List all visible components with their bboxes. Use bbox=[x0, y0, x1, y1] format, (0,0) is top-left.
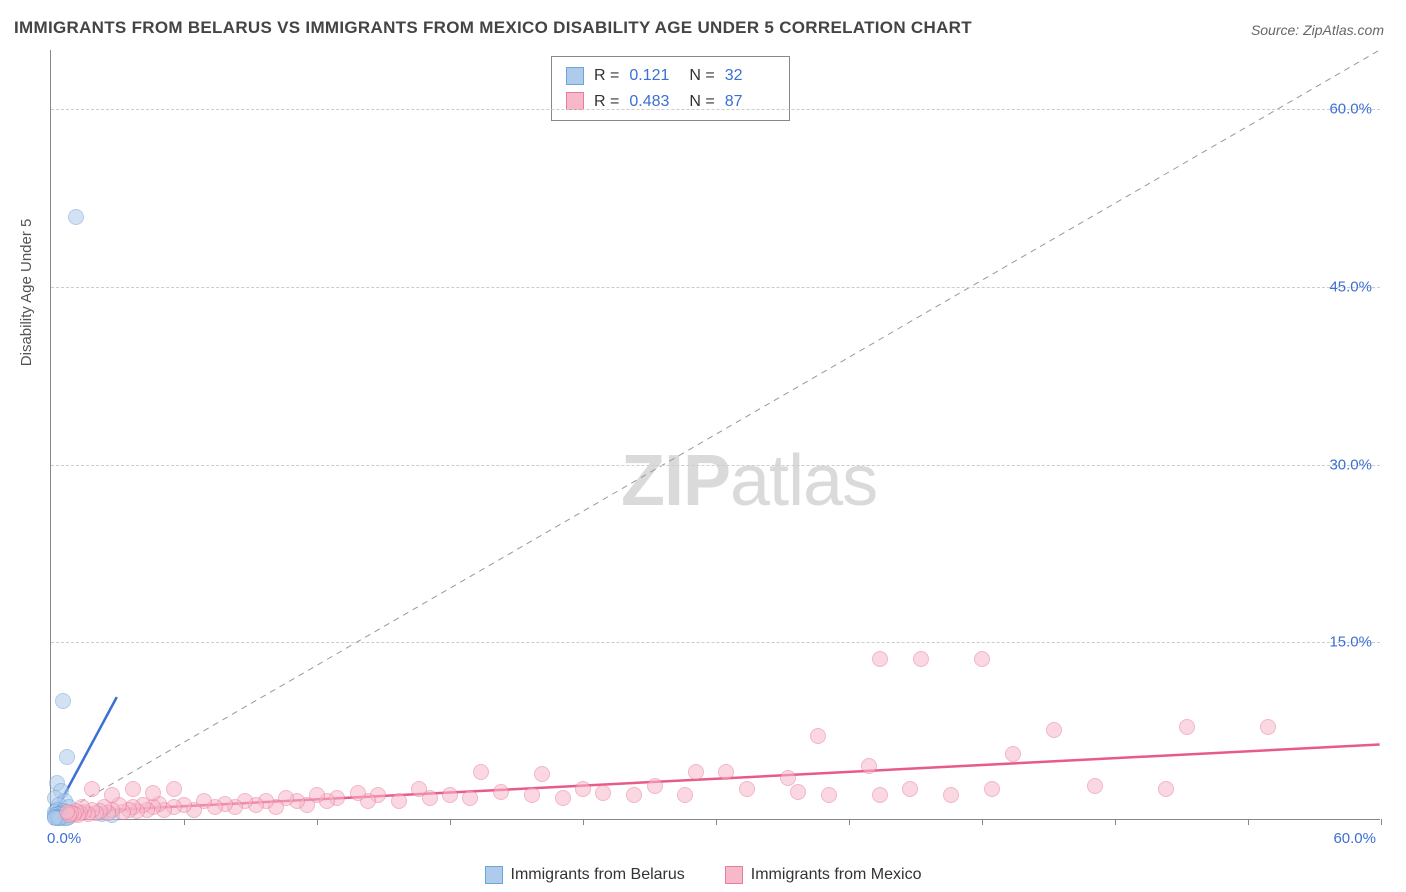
x-tick-mark bbox=[849, 819, 850, 825]
r-label: R = bbox=[594, 89, 619, 115]
n-value-mexico: 87 bbox=[725, 89, 775, 115]
n-value-belarus: 32 bbox=[725, 63, 775, 89]
scatter-point bbox=[166, 781, 182, 797]
scatter-point bbox=[1046, 722, 1062, 738]
x-tick-mark bbox=[583, 819, 584, 825]
scatter-point bbox=[1087, 778, 1103, 794]
x-tick-mark bbox=[982, 819, 983, 825]
legend-swatch-belarus bbox=[485, 866, 503, 884]
scatter-point bbox=[647, 778, 663, 794]
scatter-point bbox=[59, 804, 75, 820]
x-axis-start: 0.0% bbox=[47, 830, 81, 847]
watermark-zip: ZIP bbox=[621, 441, 730, 521]
scatter-point bbox=[493, 784, 509, 800]
scatter-point bbox=[810, 728, 826, 744]
scatter-point bbox=[790, 784, 806, 800]
x-tick-mark bbox=[450, 819, 451, 825]
x-tick-mark bbox=[184, 819, 185, 825]
r-value-mexico: 0.483 bbox=[629, 89, 679, 115]
gridline bbox=[51, 465, 1380, 466]
n-label: N = bbox=[689, 89, 714, 115]
scatter-point bbox=[780, 770, 796, 786]
scatter-point bbox=[974, 651, 990, 667]
legend-swatch-mexico bbox=[725, 866, 743, 884]
y-tick-label: 60.0% bbox=[1329, 101, 1372, 118]
scatter-point bbox=[575, 781, 591, 797]
chart-title: IMMIGRANTS FROM BELARUS VS IMMIGRANTS FR… bbox=[14, 18, 972, 38]
scatter-point bbox=[872, 651, 888, 667]
x-axis-end: 60.0% bbox=[1333, 830, 1376, 847]
legend-item-mexico: Immigrants from Mexico bbox=[725, 866, 922, 884]
scatter-point bbox=[1158, 781, 1174, 797]
stats-row-mexico: R = 0.483 N = 87 bbox=[566, 89, 775, 115]
scatter-point bbox=[1005, 746, 1021, 762]
legend: Immigrants from Belarus Immigrants from … bbox=[0, 866, 1406, 884]
scatter-point bbox=[68, 209, 84, 225]
x-tick-mark bbox=[1248, 819, 1249, 825]
swatch-belarus bbox=[566, 67, 584, 85]
y-tick-label: 45.0% bbox=[1329, 278, 1372, 295]
scatter-point bbox=[1260, 719, 1276, 735]
scatter-point bbox=[411, 781, 427, 797]
scatter-point bbox=[718, 764, 734, 780]
scatter-point bbox=[943, 787, 959, 803]
scatter-point bbox=[442, 787, 458, 803]
r-value-belarus: 0.121 bbox=[629, 63, 679, 89]
r-label: R = bbox=[594, 63, 619, 89]
x-tick-mark bbox=[1381, 819, 1382, 825]
trend-lines bbox=[51, 50, 1380, 819]
y-axis-label: Disability Age Under 5 bbox=[18, 219, 35, 367]
scatter-point bbox=[534, 766, 550, 782]
scatter-point bbox=[59, 749, 75, 765]
y-tick-label: 15.0% bbox=[1329, 634, 1372, 651]
scatter-point bbox=[902, 781, 918, 797]
scatter-point bbox=[473, 764, 489, 780]
legend-item-belarus: Immigrants from Belarus bbox=[485, 866, 685, 884]
scatter-point bbox=[821, 787, 837, 803]
scatter-point bbox=[1179, 719, 1195, 735]
scatter-point bbox=[984, 781, 1000, 797]
scatter-point bbox=[104, 787, 120, 803]
scatter-point bbox=[524, 787, 540, 803]
scatter-point bbox=[677, 787, 693, 803]
scatter-point bbox=[145, 785, 161, 801]
scatter-point bbox=[55, 693, 71, 709]
scatter-point bbox=[872, 787, 888, 803]
scatter-point bbox=[125, 781, 141, 797]
n-label: N = bbox=[689, 63, 714, 89]
plot-area: ZIPatlas R = 0.121 N = 32 R = 0.483 N = … bbox=[50, 50, 1380, 820]
x-tick-mark bbox=[716, 819, 717, 825]
scatter-point bbox=[555, 790, 571, 806]
correlation-stats-box: R = 0.121 N = 32 R = 0.483 N = 87 bbox=[551, 56, 790, 121]
scatter-point bbox=[595, 785, 611, 801]
scatter-point bbox=[913, 651, 929, 667]
gridline bbox=[51, 109, 1380, 110]
watermark: ZIPatlas bbox=[621, 440, 877, 522]
scatter-point bbox=[350, 785, 366, 801]
swatch-mexico bbox=[566, 92, 584, 110]
scatter-point bbox=[688, 764, 704, 780]
diagonal-reference-line bbox=[51, 50, 1380, 819]
stats-row-belarus: R = 0.121 N = 32 bbox=[566, 63, 775, 89]
y-tick-label: 30.0% bbox=[1329, 456, 1372, 473]
scatter-point bbox=[391, 793, 407, 809]
source-attribution: Source: ZipAtlas.com bbox=[1251, 22, 1384, 38]
scatter-point bbox=[739, 781, 755, 797]
scatter-point bbox=[861, 758, 877, 774]
scatter-point bbox=[626, 787, 642, 803]
legend-label-belarus: Immigrants from Belarus bbox=[511, 866, 685, 884]
legend-label-mexico: Immigrants from Mexico bbox=[751, 866, 922, 884]
gridline bbox=[51, 287, 1380, 288]
scatter-point bbox=[84, 781, 100, 797]
x-tick-mark bbox=[1115, 819, 1116, 825]
gridline bbox=[51, 642, 1380, 643]
x-tick-mark bbox=[317, 819, 318, 825]
watermark-atlas: atlas bbox=[730, 441, 877, 521]
scatter-point bbox=[462, 790, 478, 806]
